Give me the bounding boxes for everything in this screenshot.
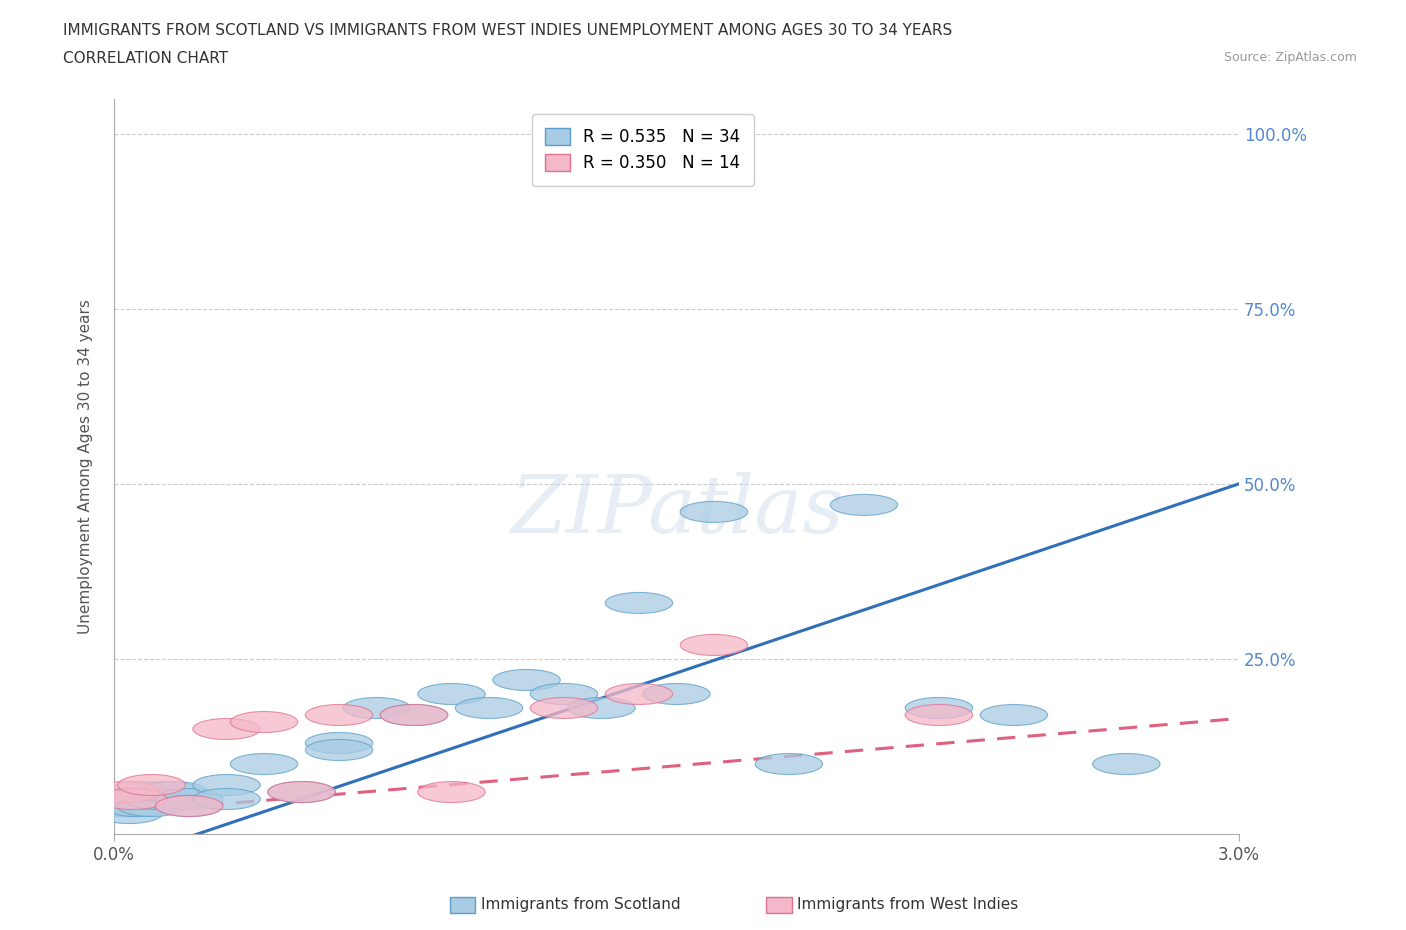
Text: Immigrants from Scotland: Immigrants from Scotland — [481, 897, 681, 912]
Ellipse shape — [1092, 753, 1160, 775]
Ellipse shape — [110, 789, 177, 809]
Ellipse shape — [568, 698, 636, 719]
Ellipse shape — [681, 634, 748, 656]
Ellipse shape — [305, 739, 373, 761]
Ellipse shape — [155, 795, 222, 817]
Ellipse shape — [456, 698, 523, 719]
Ellipse shape — [830, 495, 897, 515]
Ellipse shape — [530, 698, 598, 719]
Text: IMMIGRANTS FROM SCOTLAND VS IMMIGRANTS FROM WEST INDIES UNEMPLOYMENT AMONG AGES : IMMIGRANTS FROM SCOTLAND VS IMMIGRANTS F… — [63, 23, 952, 38]
Ellipse shape — [980, 705, 1047, 725]
Ellipse shape — [643, 684, 710, 705]
Ellipse shape — [107, 781, 174, 803]
Ellipse shape — [905, 705, 973, 725]
Ellipse shape — [267, 781, 335, 803]
Text: Immigrants from West Indies: Immigrants from West Indies — [797, 897, 1018, 912]
Ellipse shape — [305, 733, 373, 753]
Ellipse shape — [305, 705, 373, 725]
Ellipse shape — [96, 803, 163, 824]
Y-axis label: Unemployment Among Ages 30 to 34 years: Unemployment Among Ages 30 to 34 years — [79, 299, 93, 634]
Ellipse shape — [605, 592, 672, 614]
Text: ZIPatlas: ZIPatlas — [510, 472, 844, 550]
Ellipse shape — [418, 781, 485, 803]
Ellipse shape — [87, 789, 155, 809]
Ellipse shape — [492, 670, 560, 690]
Ellipse shape — [98, 789, 166, 809]
Ellipse shape — [91, 781, 159, 803]
Ellipse shape — [905, 698, 973, 719]
Ellipse shape — [231, 711, 298, 733]
Ellipse shape — [380, 705, 447, 725]
Ellipse shape — [755, 753, 823, 775]
Ellipse shape — [125, 789, 193, 809]
Ellipse shape — [231, 753, 298, 775]
Ellipse shape — [118, 795, 186, 817]
Text: Source: ZipAtlas.com: Source: ZipAtlas.com — [1223, 51, 1357, 64]
Ellipse shape — [91, 795, 159, 817]
Ellipse shape — [267, 781, 335, 803]
Ellipse shape — [193, 775, 260, 795]
Ellipse shape — [155, 795, 222, 817]
Ellipse shape — [418, 684, 485, 705]
Ellipse shape — [681, 501, 748, 523]
Ellipse shape — [118, 775, 186, 795]
Text: CORRELATION CHART: CORRELATION CHART — [63, 51, 228, 66]
Ellipse shape — [530, 684, 598, 705]
Ellipse shape — [380, 705, 447, 725]
Ellipse shape — [98, 789, 166, 809]
Ellipse shape — [193, 719, 260, 739]
Ellipse shape — [132, 781, 200, 803]
Ellipse shape — [141, 781, 208, 803]
Legend: R = 0.535   N = 34, R = 0.350   N = 14: R = 0.535 N = 34, R = 0.350 N = 14 — [531, 114, 754, 186]
Ellipse shape — [193, 789, 260, 809]
Ellipse shape — [155, 789, 222, 809]
Ellipse shape — [605, 684, 672, 705]
Ellipse shape — [343, 698, 411, 719]
Ellipse shape — [103, 795, 170, 817]
